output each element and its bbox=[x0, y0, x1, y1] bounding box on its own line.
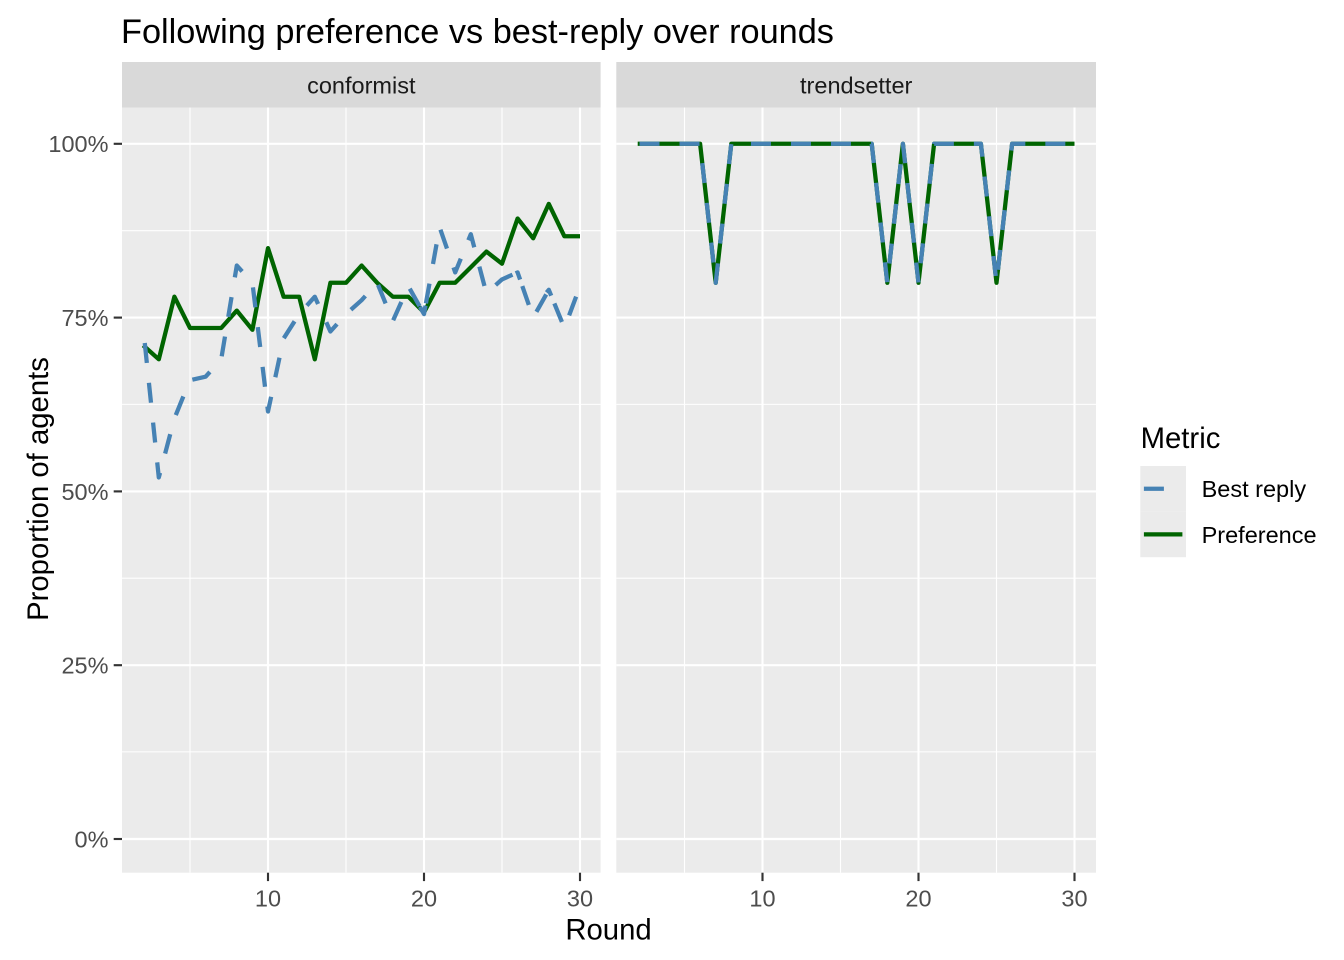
svg-text:25%: 25% bbox=[61, 653, 108, 679]
svg-text:0%: 0% bbox=[75, 826, 109, 852]
svg-text:50%: 50% bbox=[61, 479, 108, 505]
svg-text:100%: 100% bbox=[48, 131, 108, 157]
svg-text:10: 10 bbox=[255, 886, 281, 912]
svg-text:Preference: Preference bbox=[1202, 522, 1317, 548]
svg-text:20: 20 bbox=[905, 886, 931, 912]
svg-text:30: 30 bbox=[1061, 886, 1087, 912]
svg-text:20: 20 bbox=[411, 886, 437, 912]
svg-text:Round: Round bbox=[565, 914, 651, 947]
svg-text:Following preference vs best-r: Following preference vs best-reply over … bbox=[121, 13, 834, 51]
svg-text:conformist: conformist bbox=[307, 73, 416, 99]
svg-text:10: 10 bbox=[749, 886, 775, 912]
svg-text:Best reply: Best reply bbox=[1202, 476, 1307, 502]
svg-text:Metric: Metric bbox=[1141, 422, 1221, 455]
svg-text:trendsetter: trendsetter bbox=[800, 73, 913, 99]
svg-text:30: 30 bbox=[567, 886, 593, 912]
svg-text:75%: 75% bbox=[61, 305, 108, 331]
svg-text:Proportion of agents: Proportion of agents bbox=[22, 357, 55, 621]
